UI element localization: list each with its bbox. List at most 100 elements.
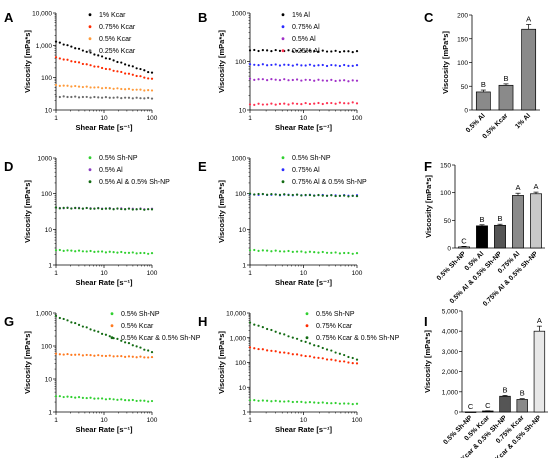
data-point (62, 95, 65, 98)
data-point (116, 337, 119, 340)
data-point (131, 97, 134, 100)
x-tick-label: 10 (100, 270, 108, 277)
y-tick-label: 1,000 (442, 389, 459, 396)
y-tick-label: 1,000 (230, 335, 247, 342)
y-tick-label: 4,000 (442, 329, 459, 336)
data-point (104, 207, 108, 210)
data-point (253, 193, 256, 196)
data-point (143, 76, 146, 79)
x-tick-label: 1% Al (514, 112, 532, 130)
legend-label: 0.5% Sh-NP (99, 155, 138, 162)
data-point (257, 399, 260, 402)
data-point (313, 194, 316, 197)
data-point (351, 64, 354, 67)
data-point (321, 346, 324, 350)
data-point (351, 361, 354, 365)
data-point (150, 97, 154, 100)
data-point (313, 401, 316, 404)
data-point (139, 67, 142, 71)
data-point (108, 335, 111, 338)
data-point (62, 43, 65, 46)
data-point (58, 248, 61, 252)
data-point (330, 349, 333, 352)
data-point (66, 58, 69, 61)
y-tick-label: 100 (457, 60, 468, 67)
data-point (150, 71, 154, 74)
data-point (270, 78, 273, 81)
data-point (81, 95, 84, 99)
data-point (127, 87, 131, 90)
data-point (81, 354, 84, 357)
series-2 (54, 83, 154, 92)
data-point (317, 251, 320, 254)
series-1 (248, 63, 359, 68)
data-point (278, 78, 282, 82)
data-point (266, 64, 269, 67)
y-tick-label: 0 (447, 246, 451, 253)
data-point (77, 353, 81, 356)
data-point (100, 55, 104, 58)
x-tick-label: 100 (352, 115, 363, 122)
data-point (261, 103, 264, 106)
data-point (74, 84, 77, 88)
data-point (120, 398, 123, 401)
data-point (313, 79, 316, 82)
x-tick-label: 10 (300, 115, 308, 122)
data-point (66, 44, 69, 47)
bar (476, 225, 488, 249)
data-point (135, 399, 138, 403)
y-tick-label: 10,000 (32, 11, 52, 18)
data-point (278, 193, 282, 196)
panel-d: D 1 10 100 1000 1 10 100 Shear Rate [s⁻¹] Viscosi… (4, 155, 170, 287)
data-point (347, 50, 350, 53)
data-point (58, 207, 61, 210)
data-point (70, 249, 73, 252)
data-point (300, 400, 303, 403)
data-point (150, 350, 154, 354)
data-point (70, 45, 73, 48)
data-point (58, 395, 61, 398)
data-point (120, 70, 123, 74)
data-point (116, 355, 119, 358)
data-point (283, 250, 286, 253)
data-point (147, 252, 150, 255)
data-point (77, 61, 81, 64)
data-point (321, 357, 324, 360)
data-point (131, 208, 134, 211)
data-point (274, 249, 277, 252)
data-point (100, 87, 104, 90)
panel-e: E 1 10 100 1000 1 10 100 Shear Rate [s⁻¹] Viscosi… (198, 155, 367, 287)
data-point (135, 88, 138, 91)
data-point (74, 60, 77, 63)
y-tick-label: 100 (41, 75, 52, 82)
data-point (278, 64, 282, 67)
data-point (347, 251, 350, 255)
data-point (85, 396, 88, 400)
data-point (147, 77, 150, 80)
series-3 (248, 101, 359, 106)
data-point (295, 49, 299, 52)
legend-label: 0.5% Al (292, 36, 316, 43)
series-1 (54, 352, 154, 359)
y-tick-label: 10 (239, 385, 247, 392)
data-point (317, 50, 320, 53)
data-point (278, 400, 282, 403)
data-point (85, 95, 88, 99)
data-point (112, 69, 115, 72)
data-point (58, 353, 61, 356)
x-tick-label: 1 (54, 417, 58, 424)
data-point (253, 248, 256, 252)
panel-h: H 1 10 100 1,000 10,000 1 10 100 Shear Rate [s⁻¹]… (198, 311, 400, 435)
y-tick-label: 2,000 (442, 369, 459, 376)
data-point (124, 208, 127, 211)
data-point (334, 351, 337, 354)
panel-letter: C (424, 10, 434, 25)
significance-letter: B (520, 389, 525, 398)
data-point (308, 78, 312, 82)
data-point (351, 356, 354, 360)
significance-letter: A (533, 182, 538, 191)
data-point (248, 63, 252, 66)
x-axis-label: Shear Rate [s⁻¹] (76, 123, 133, 132)
y-tick-label: 100 (41, 191, 52, 198)
y-tick-label: 0 (454, 410, 458, 417)
